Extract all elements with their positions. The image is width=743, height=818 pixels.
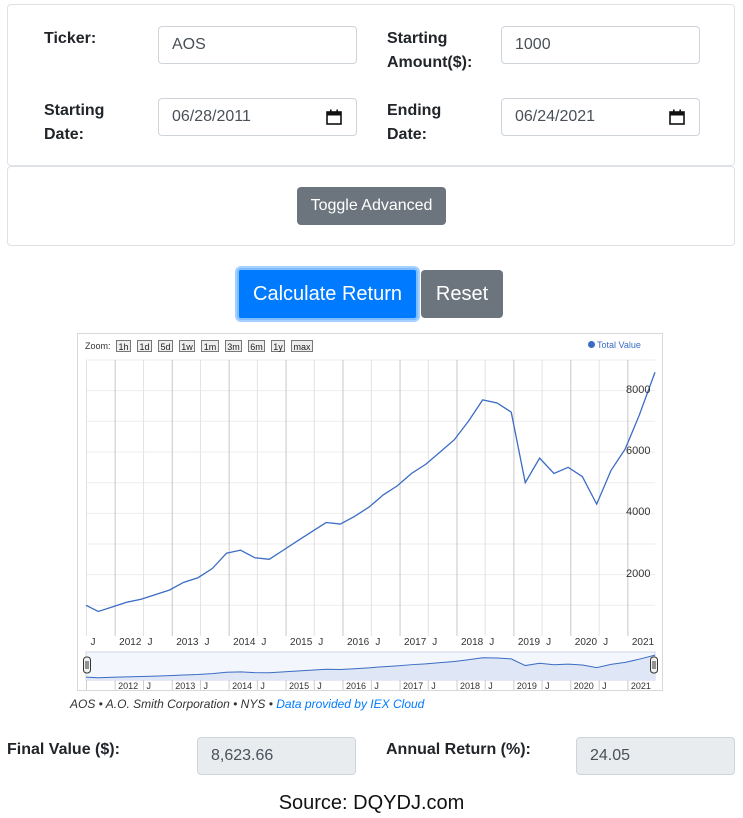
navigator-tick-label: J bbox=[374, 681, 379, 691]
main-chart-plot[interactable] bbox=[78, 334, 663, 691]
caption-text: AOS • A.O. Smith Corporation • NYS • bbox=[70, 697, 273, 711]
navigator-handle[interactable] bbox=[83, 656, 91, 674]
end-date-input[interactable]: 06/24/2021 bbox=[501, 98, 700, 136]
navigator-tick-label: J bbox=[488, 681, 493, 691]
reset-button[interactable]: Reset bbox=[421, 270, 503, 318]
start-date-label-line1: Starting bbox=[44, 102, 105, 119]
navigator-tick-label: 2013 bbox=[175, 681, 196, 691]
navigator-tick-label: 2012 bbox=[118, 681, 139, 691]
navigator-tick-label: J bbox=[602, 681, 607, 691]
chart-caption: AOS • A.O. Smith Corporation • NYS • Dat… bbox=[70, 697, 424, 711]
x-tick-label: J bbox=[204, 637, 210, 648]
x-tick-label: 2021 bbox=[631, 637, 655, 648]
navigator-tick-label: J bbox=[317, 681, 322, 691]
form-card: Ticker: AOS Starting Amount($): 1000 Sta… bbox=[7, 4, 735, 166]
annual-return-field: 24.05 bbox=[576, 737, 735, 775]
x-tick-label: J bbox=[546, 637, 552, 648]
y-tick-label: 2000 bbox=[626, 567, 651, 580]
start-date-label-line2: Date: bbox=[44, 126, 85, 143]
navigator-tick-label: 2017 bbox=[403, 681, 424, 691]
x-tick-label: 2012 bbox=[119, 637, 142, 648]
zoom-button-3m[interactable]: 3m bbox=[225, 340, 242, 352]
x-tick-label: J bbox=[603, 637, 609, 648]
caption-link[interactable]: Data provided by IEX Cloud bbox=[276, 697, 425, 711]
final-value-label: Final Value ($): bbox=[7, 741, 120, 758]
x-tick-label: 2019 bbox=[517, 637, 541, 648]
zoom-button-1w[interactable]: 1w bbox=[179, 340, 195, 352]
x-tick-label: 2016 bbox=[346, 637, 370, 648]
final-value-field: 8,623.66 bbox=[197, 737, 356, 775]
zoom-button-5d[interactable]: 5d bbox=[158, 340, 173, 352]
x-tick-label: 2017 bbox=[404, 637, 427, 648]
start-date-label: Starting Date: bbox=[44, 99, 104, 147]
navigator-tick-label: 2015 bbox=[289, 681, 310, 691]
navigator-tick-label: 2021 bbox=[630, 681, 651, 691]
zoom-label: Zoom: bbox=[85, 341, 111, 351]
zoom-button-max[interactable]: max bbox=[291, 340, 313, 352]
x-tick-label: J bbox=[432, 637, 438, 648]
x-tick-label: 2014 bbox=[233, 637, 256, 648]
end-date-label: Ending Date: bbox=[387, 99, 441, 147]
amount-label-line2: Amount($): bbox=[387, 54, 473, 71]
navigator-tick-label: J bbox=[260, 681, 265, 691]
zoom-button-1d[interactable]: 1d bbox=[137, 340, 152, 352]
start-date-value: 06/28/2011 bbox=[172, 108, 251, 125]
x-tick-label: J bbox=[90, 637, 96, 648]
amount-input[interactable]: 1000 bbox=[501, 26, 700, 64]
zoom-button-1h[interactable]: 1h bbox=[116, 340, 131, 352]
y-tick-label: 6000 bbox=[626, 445, 651, 457]
x-tick-label: J bbox=[261, 637, 267, 648]
navigator-tick-label: 2018 bbox=[459, 681, 480, 691]
navigator-area bbox=[86, 655, 655, 680]
ticker-input[interactable]: AOS bbox=[158, 26, 357, 64]
zoom-button-1y[interactable]: 1y bbox=[271, 340, 285, 352]
source-credit: Source: DQYDJ.com bbox=[278, 792, 465, 814]
zoom-button-6m[interactable]: 6m bbox=[248, 340, 265, 352]
legend-label: Total Value bbox=[597, 340, 641, 350]
calendar-icon[interactable] bbox=[669, 109, 685, 125]
navigator-tick-label: 2019 bbox=[516, 681, 537, 691]
x-tick-label: J bbox=[489, 637, 495, 648]
x-tick-label: 2013 bbox=[176, 637, 199, 648]
start-date-input[interactable]: 06/28/2011 bbox=[158, 98, 357, 136]
x-tick-label: J bbox=[318, 637, 324, 648]
amount-label: Starting Amount($): bbox=[387, 27, 472, 75]
navigator-tick-label: 2016 bbox=[345, 681, 366, 691]
x-tick-label: 2018 bbox=[460, 637, 484, 648]
end-date-label-line2: Date: bbox=[387, 126, 428, 143]
navigator-tick-label: J bbox=[203, 681, 208, 691]
x-tick-label: 2020 bbox=[574, 637, 598, 648]
x-tick-label: J bbox=[147, 637, 153, 648]
y-tick-label: 4000 bbox=[626, 506, 651, 519]
zoom-button-1m[interactable]: 1m bbox=[201, 340, 219, 352]
y-tick-label: 8000 bbox=[626, 383, 651, 396]
legend-dot bbox=[588, 341, 595, 348]
navigator-tick-label: J bbox=[545, 681, 550, 691]
x-tick-label: J bbox=[375, 637, 381, 648]
calendar-icon[interactable] bbox=[326, 109, 342, 125]
legend[interactable]: Total Value bbox=[588, 340, 641, 350]
calculate-return-button[interactable]: Calculate Return bbox=[237, 268, 418, 320]
navigator-line bbox=[85, 654, 656, 679]
x-tick-label: 2015 bbox=[290, 637, 313, 648]
end-date-label-line1: Ending bbox=[387, 102, 442, 119]
advanced-card: Toggle Advanced bbox=[7, 166, 735, 246]
navigator-tick-label: J bbox=[146, 681, 152, 691]
annual-return-label: Annual Return (%): bbox=[386, 741, 531, 758]
end-date-value: 06/24/2021 bbox=[515, 108, 596, 125]
amount-label-line1: Starting bbox=[387, 30, 448, 47]
navigator-tick-label: 2014 bbox=[232, 681, 253, 691]
toggle-advanced-button[interactable]: Toggle Advanced bbox=[297, 187, 446, 225]
series-line-total-value[interactable] bbox=[85, 372, 656, 613]
navigator-tick-label: 2020 bbox=[573, 681, 594, 691]
navigator-handle[interactable] bbox=[650, 656, 658, 674]
ticker-label: Ticker: bbox=[44, 30, 97, 47]
navigator-tick-label: J bbox=[431, 681, 436, 691]
